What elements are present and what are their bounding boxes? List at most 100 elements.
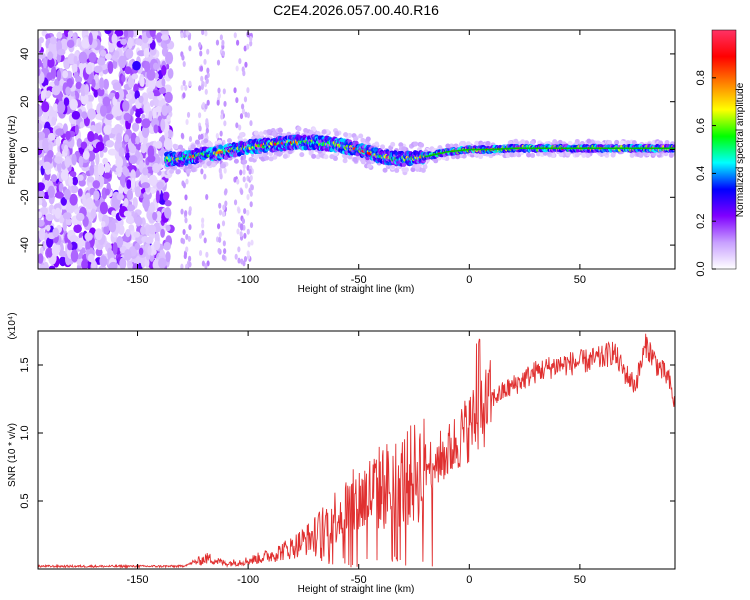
heatmap-cell: [394, 167, 400, 173]
heatmap-cell: [188, 224, 192, 231]
heatmap-cell: [156, 181, 165, 190]
heatmap-cell: [81, 111, 88, 119]
heatmap-cell: [203, 58, 207, 65]
heatmap-cell: [204, 103, 208, 110]
colorbar: 0.00.20.40.60.8 Normalized spectral ampl…: [695, 29, 746, 277]
heatmap-cell: [668, 152, 674, 158]
heatmap-cell: [155, 140, 163, 149]
heatmap-cell: [114, 50, 120, 59]
heatmap-cell: [123, 210, 131, 217]
heatmap-cell: [42, 57, 48, 69]
heatmap-cell: [97, 57, 106, 66]
snr-multiplier: (x10⁴): [7, 312, 18, 339]
heatmap-cell: [233, 199, 238, 206]
heatmap-cell: [182, 79, 186, 86]
heatmap-cell: [413, 141, 419, 147]
heatmap-cell: [93, 190, 100, 201]
heatmap-cell: [188, 135, 193, 142]
heatmap-cell: [242, 224, 246, 231]
heatmap-cell: [153, 124, 159, 134]
snr-series-line: [38, 333, 675, 569]
heatmap-cell: [165, 224, 171, 232]
heatmap-cell: [130, 132, 137, 144]
heatmap-cell: [104, 30, 112, 35]
heatmap-cell: [103, 124, 112, 135]
heatmap-cell: [211, 162, 217, 168]
heatmap-cell: [629, 152, 635, 158]
heatmap-cell: [246, 209, 250, 216]
heatmap-cell: [108, 261, 118, 269]
heatmap-cell: [164, 91, 173, 103]
heatmap-cell: [187, 34, 191, 41]
heatmap-cell: [85, 63, 93, 75]
heatmap-cell: [185, 30, 189, 36]
heatmap-cell: [47, 150, 54, 159]
heatmap-cell: [38, 211, 43, 219]
heatmap-cell: [38, 131, 46, 140]
heatmap-cell: [581, 152, 587, 158]
heatmap-cell: [218, 209, 223, 216]
heatmap-cell: [161, 104, 169, 116]
figure-title: C2E4.2026.057.00.40.R16: [273, 2, 439, 18]
heatmap-cell: [509, 152, 515, 158]
heatmap-cell: [165, 251, 171, 263]
heatmap-cell: [140, 76, 145, 87]
heatmap-cell: [638, 152, 644, 158]
heatmap-cell: [145, 236, 154, 244]
heatmap-cell: [567, 140, 573, 146]
heatmap-cell: [65, 86, 71, 96]
heatmap-cell: [38, 228, 46, 241]
heatmap-cell: [248, 168, 252, 175]
heatmap-cell: [112, 242, 118, 255]
heatmap-cell: [242, 163, 246, 170]
heatmap-cell: [152, 211, 158, 221]
heatmap-cell: [39, 206, 49, 215]
heatmap-cell: [141, 118, 151, 129]
heatmap-cell: [585, 152, 591, 158]
heatmap-cell: [51, 208, 56, 215]
heatmap-cell: [221, 39, 225, 46]
heatmap-cell: [125, 228, 131, 238]
heatmap-cell: [77, 174, 84, 181]
heatmap-cell: [218, 236, 222, 243]
heatmap-cell: [152, 89, 161, 97]
heatmap-cell: [433, 158, 439, 164]
heatmap-cell: [222, 88, 226, 95]
heatmap-cell: [303, 145, 308, 151]
heatmap-cell: [97, 87, 105, 97]
heatmap-cell: [107, 247, 113, 259]
heatmap-cell: [148, 110, 153, 122]
heatmap-cell: [69, 171, 77, 178]
heatmap-cell: [619, 140, 625, 146]
heatmap-cell: [146, 69, 156, 81]
heatmap-cell: [163, 241, 171, 251]
heatmap-y-label: Frequency (Hz): [7, 116, 18, 185]
heatmap-cell: [45, 90, 52, 98]
heatmap-cell: [148, 174, 158, 187]
heatmap-cell: [244, 61, 248, 68]
heatmap-cell: [128, 155, 138, 165]
heatmap-cell: [162, 192, 169, 202]
heatmap-cell: [65, 130, 71, 141]
heatmap-cell: [529, 140, 535, 146]
heatmap-cell: [224, 200, 228, 207]
heatmap-cell: [51, 85, 61, 96]
heatmap-cell: [221, 254, 226, 261]
heatmap-cell: [380, 144, 386, 150]
heatmap-cell: [194, 139, 200, 145]
heatmap-cell: [223, 120, 227, 127]
heatmap-y-tick-label: -40: [19, 237, 31, 253]
heatmap-cell: [95, 152, 100, 166]
heatmap-cell: [558, 152, 564, 158]
heatmap-cell: [70, 249, 79, 263]
heatmap-cell: [99, 149, 104, 158]
snr-y-ticks: 0.51.01.5: [19, 357, 675, 509]
heatmap-cell: [54, 156, 63, 164]
heatmap-cell: [38, 219, 45, 227]
heatmap-cell: [42, 161, 52, 171]
heatmap-cell: [178, 144, 184, 150]
heatmap-cell: [455, 154, 461, 160]
heatmap-cell: [55, 136, 61, 147]
heatmap-cell: [222, 240, 226, 247]
heatmap-cell: [87, 176, 95, 183]
